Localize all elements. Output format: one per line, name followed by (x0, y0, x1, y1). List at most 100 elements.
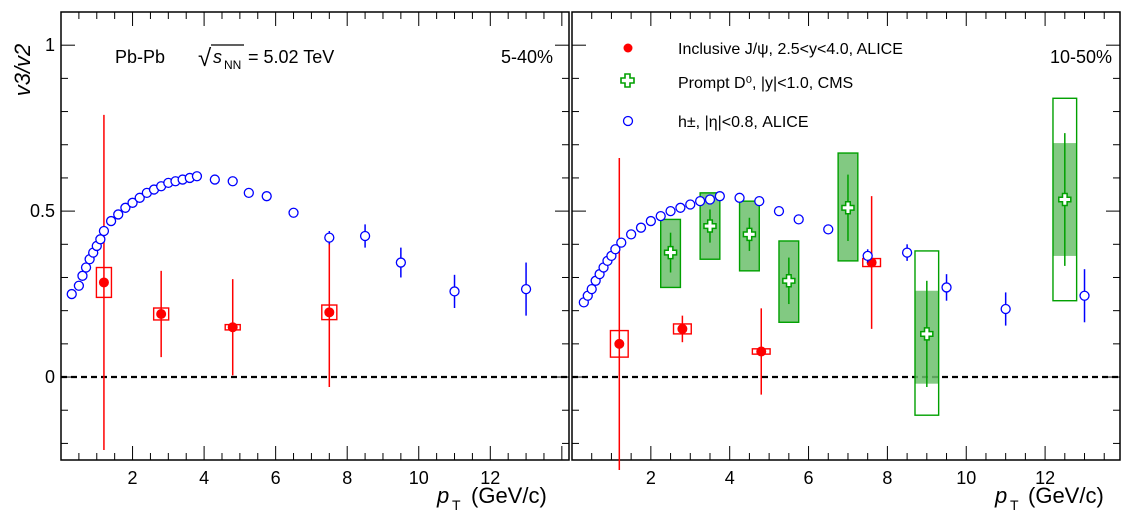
hadron-point (616, 237, 627, 248)
y-tick-label: 1 (45, 35, 55, 55)
hadron-point (127, 197, 138, 208)
centrality-left: 5-40% (501, 47, 553, 67)
jpsi-point (227, 322, 238, 333)
hadron-point (941, 282, 952, 293)
x-tick-label: 6 (271, 468, 281, 488)
hadron-point (625, 229, 637, 240)
sqrt-symbol: √ (198, 45, 212, 72)
x-tick-label: 8 (882, 468, 892, 488)
jpsi-point (98, 277, 109, 288)
legend-jpsi-marker (623, 43, 633, 53)
legend-jpsi-label: Inclusive J/ψ, 2.5<y<4.0, ALICE (678, 41, 903, 58)
hadron-point (675, 202, 686, 213)
hadron-point (694, 196, 706, 207)
legend-dzero-label: Prompt D⁰, |y|<1.0, CMS (678, 75, 853, 92)
plot-frame (60, 11, 570, 461)
hadron-point (610, 244, 621, 255)
legend-hadron-label: h±, |η|<0.8, ALICE (678, 114, 809, 131)
hadron-point (635, 222, 647, 233)
hadron-point (520, 283, 532, 295)
hadron-point (191, 171, 203, 182)
dzero-point (920, 327, 934, 341)
hadron-point (359, 230, 371, 242)
hadron-point (586, 283, 597, 295)
dzero-point (663, 245, 678, 260)
jpsi-point (756, 346, 767, 357)
x-tick-label: 6 (804, 468, 814, 488)
series-dzero (660, 97, 1078, 416)
hadron-point (754, 196, 765, 207)
hadron-point (793, 214, 804, 225)
hadron-point (227, 176, 238, 187)
right-panel: 2 4 6 8 10 12 (571, 11, 1121, 488)
hadron-point (324, 232, 335, 243)
x-axis-label-right: p T (GeV/c) (994, 483, 1104, 513)
hadron-point (823, 224, 834, 235)
series-jpsi (95, 114, 338, 451)
dzero-point (1058, 192, 1072, 207)
energy-label: = 5.02 TeV (248, 47, 334, 67)
hadron-point (73, 280, 85, 291)
legend-dzero-marker (620, 73, 635, 88)
x-axis-label-left: p T (GeV/c) (436, 483, 547, 513)
hadron-point (134, 192, 145, 203)
hadron-point (261, 191, 272, 202)
hadron-point (704, 194, 716, 205)
x-axis-label-unit: (GeV/c) (1028, 483, 1104, 508)
hadron-point (95, 234, 106, 245)
hadron-point (734, 192, 745, 203)
hadron-point (655, 210, 666, 222)
jpsi-point (156, 308, 167, 319)
hadron-point (773, 205, 785, 217)
legend-hadron-marker (622, 115, 634, 127)
x-tick-label: 10 (956, 468, 976, 488)
x-tick-label: 12 (1035, 468, 1055, 488)
collision-system-label: Pb-Pb (115, 47, 165, 67)
hadron-point (288, 207, 299, 218)
hadron-point (449, 286, 460, 297)
centrality-right: 10-50% (1050, 47, 1112, 67)
plot-frame (571, 11, 1121, 461)
hadron-point (901, 247, 913, 258)
dzero-point (782, 274, 796, 288)
s-symbol: s (213, 47, 222, 67)
hadron-point (77, 270, 88, 281)
d0-sys-box (914, 250, 940, 416)
hadron-point (209, 174, 220, 185)
x-axis-label-p: p (436, 483, 449, 508)
hadron-point (80, 262, 92, 273)
x-tick-label: 4 (199, 468, 209, 488)
dzero-point (742, 227, 757, 242)
jpsi-point (324, 307, 335, 318)
x-tick-label: 10 (409, 468, 429, 488)
hadron-point (714, 191, 725, 202)
series-hadron (66, 171, 532, 316)
hadron-point (1079, 290, 1090, 301)
x-tick-label: 4 (725, 468, 735, 488)
x-axis-label-p: p (994, 483, 1007, 508)
series-hadron (578, 191, 1090, 326)
hadron-point (120, 202, 131, 213)
x-tick-label: 8 (342, 468, 352, 488)
y-tick-label: 0.5 (30, 201, 55, 221)
jpsi-point (677, 323, 688, 334)
hadron-point (113, 209, 124, 220)
hadron-point (395, 257, 407, 268)
x-tick-label: 2 (128, 468, 138, 488)
legend: Inclusive J/ψ, 2.5<y<4.0, ALICE Prompt D… (620, 41, 903, 131)
x-axis-label-sub: T (1010, 497, 1019, 513)
x-tick-label: 12 (480, 468, 500, 488)
hadron-point (1000, 303, 1011, 315)
x-tick-label: 2 (646, 468, 656, 488)
labels: v3/v2 Pb-Pb √ s NN = 5.02 TeV 5-40% 10-5… (10, 41, 1112, 513)
hadron-point (645, 215, 656, 227)
x-axis-label-unit: (GeV/c) (471, 483, 547, 508)
hadron-point (105, 215, 117, 227)
dzero-point (703, 219, 717, 233)
hadron-point (66, 288, 77, 300)
nn-subscript: NN (224, 58, 241, 72)
x-axis-label-sub: T (452, 497, 461, 513)
hadron-point (665, 205, 676, 217)
dzero-point (841, 201, 855, 215)
